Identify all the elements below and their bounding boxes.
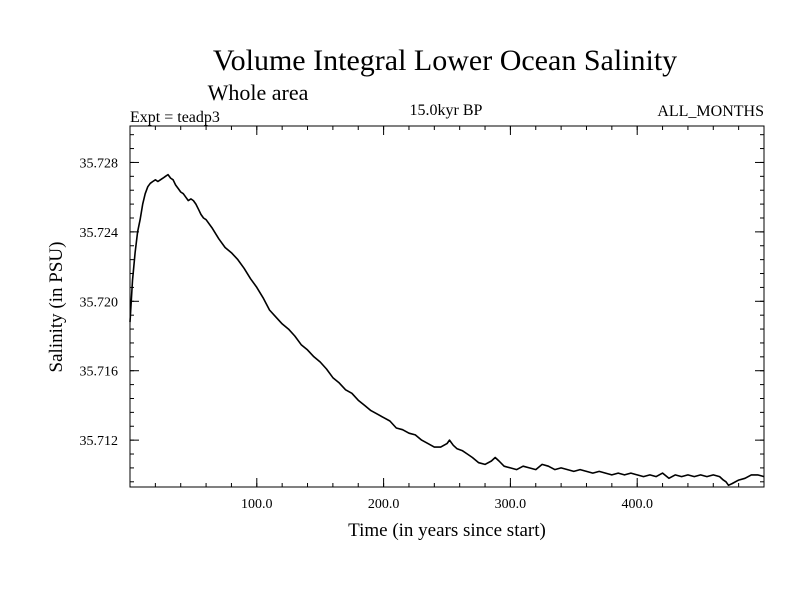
major-ticks (130, 126, 764, 487)
y-tick-label: 35.716 (80, 365, 119, 380)
chart-subtitle: Whole area (208, 80, 309, 105)
y-tick-label: 35.728 (80, 156, 119, 171)
x-tick-label: 100.0 (241, 497, 273, 512)
period-label: 15.0kyr BP (410, 102, 483, 119)
y-tick-label: 35.720 (80, 295, 119, 310)
y-tick-labels: 35.712 35.716 35.720 35.724 35.728 (80, 156, 119, 449)
y-tick-label: 35.724 (80, 226, 119, 241)
plot-frame (129, 125, 765, 488)
minor-ticks (130, 126, 764, 487)
chart-title: Volume Integral Lower Ocean Salinity (213, 44, 677, 77)
salinity-line (129, 173, 765, 487)
x-tick-label: 300.0 (495, 497, 527, 512)
months-label: ALL_MONTHS (657, 103, 764, 120)
experiment-label: Expt = teadp3 (130, 109, 220, 126)
y-tick-label: 35.712 (80, 434, 119, 449)
x-tick-label: 400.0 (621, 497, 653, 512)
y-axis-label: Salinity (in PSU) (46, 242, 67, 373)
x-tick-labels: 100.0 200.0 300.0 400.0 (241, 497, 653, 512)
x-axis-label: Time (in years since start) (348, 520, 546, 541)
x-tick-label: 200.0 (368, 497, 400, 512)
